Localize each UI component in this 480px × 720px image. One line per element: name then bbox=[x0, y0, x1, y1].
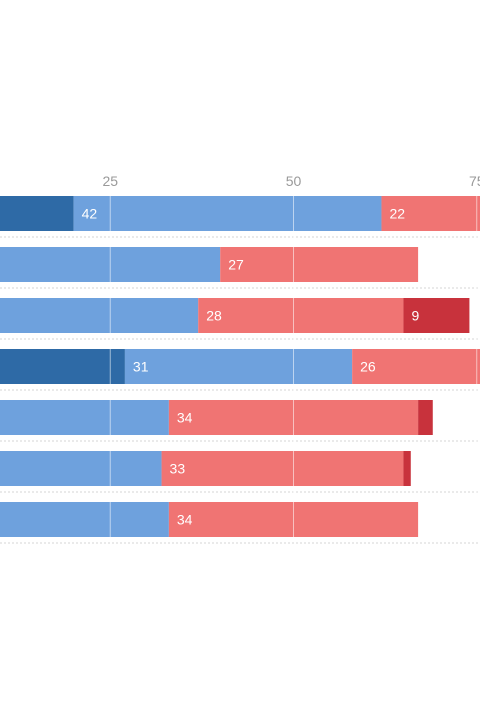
data-label-light-red-row-7: 34 bbox=[177, 512, 193, 528]
data-label-light-red-row-4: 26 bbox=[360, 359, 376, 375]
data-label-light-red-row-5: 34 bbox=[177, 410, 193, 426]
x-tick-label-75: 75 bbox=[469, 173, 480, 189]
bar-segment-light-red-row-3 bbox=[198, 298, 404, 333]
bar-segment-light-blue-row-1 bbox=[73, 196, 382, 231]
bar-segment-light-red-row-2 bbox=[220, 247, 419, 282]
bar-segment-light-red-row-4 bbox=[352, 349, 480, 384]
data-label-strong-red-row-6: 1 bbox=[411, 461, 419, 477]
row-separators bbox=[0, 236, 480, 544]
bar-segment-light-blue-row-5 bbox=[0, 400, 169, 435]
data-label-light-red-row-3: 28 bbox=[206, 308, 222, 324]
bar-segment-light-red-row-6 bbox=[161, 451, 404, 486]
x-axis-ticks: 25 50 75 bbox=[102, 173, 480, 189]
data-label-light-red-row-2: 27 bbox=[228, 257, 244, 273]
bar-segment-strong-red-row-3 bbox=[403, 298, 470, 333]
bar-segment-strong-blue-row-4 bbox=[0, 349, 125, 384]
bar-segment-light-blue-row-4 bbox=[124, 349, 353, 384]
bar-segment-light-blue-row-7 bbox=[0, 502, 169, 537]
data-label-light-blue-row-1: 42 bbox=[82, 206, 98, 222]
bar-segment-light-blue-row-3 bbox=[0, 298, 199, 333]
gridlines bbox=[109, 196, 478, 538]
data-labels: 4222402737289312610334323313334 bbox=[82, 206, 420, 528]
data-label-light-red-row-6: 33 bbox=[170, 461, 186, 477]
x-tick-label-50: 50 bbox=[286, 173, 302, 189]
bar-segment-light-red-row-1 bbox=[381, 196, 480, 231]
bar-segment-light-blue-row-6 bbox=[0, 451, 162, 486]
data-label-light-red-row-1: 22 bbox=[389, 206, 405, 222]
data-label-light-blue-row-4: 31 bbox=[133, 359, 149, 375]
bar-segment-strong-blue-row-1 bbox=[0, 196, 74, 231]
bar-segment-strong-red-row-6 bbox=[403, 451, 411, 486]
x-tick-label-25: 25 bbox=[102, 173, 118, 189]
bar-segment-strong-red-row-5 bbox=[418, 400, 433, 435]
bars-layer bbox=[0, 196, 480, 537]
data-label-strong-red-row-3: 9 bbox=[411, 308, 419, 324]
